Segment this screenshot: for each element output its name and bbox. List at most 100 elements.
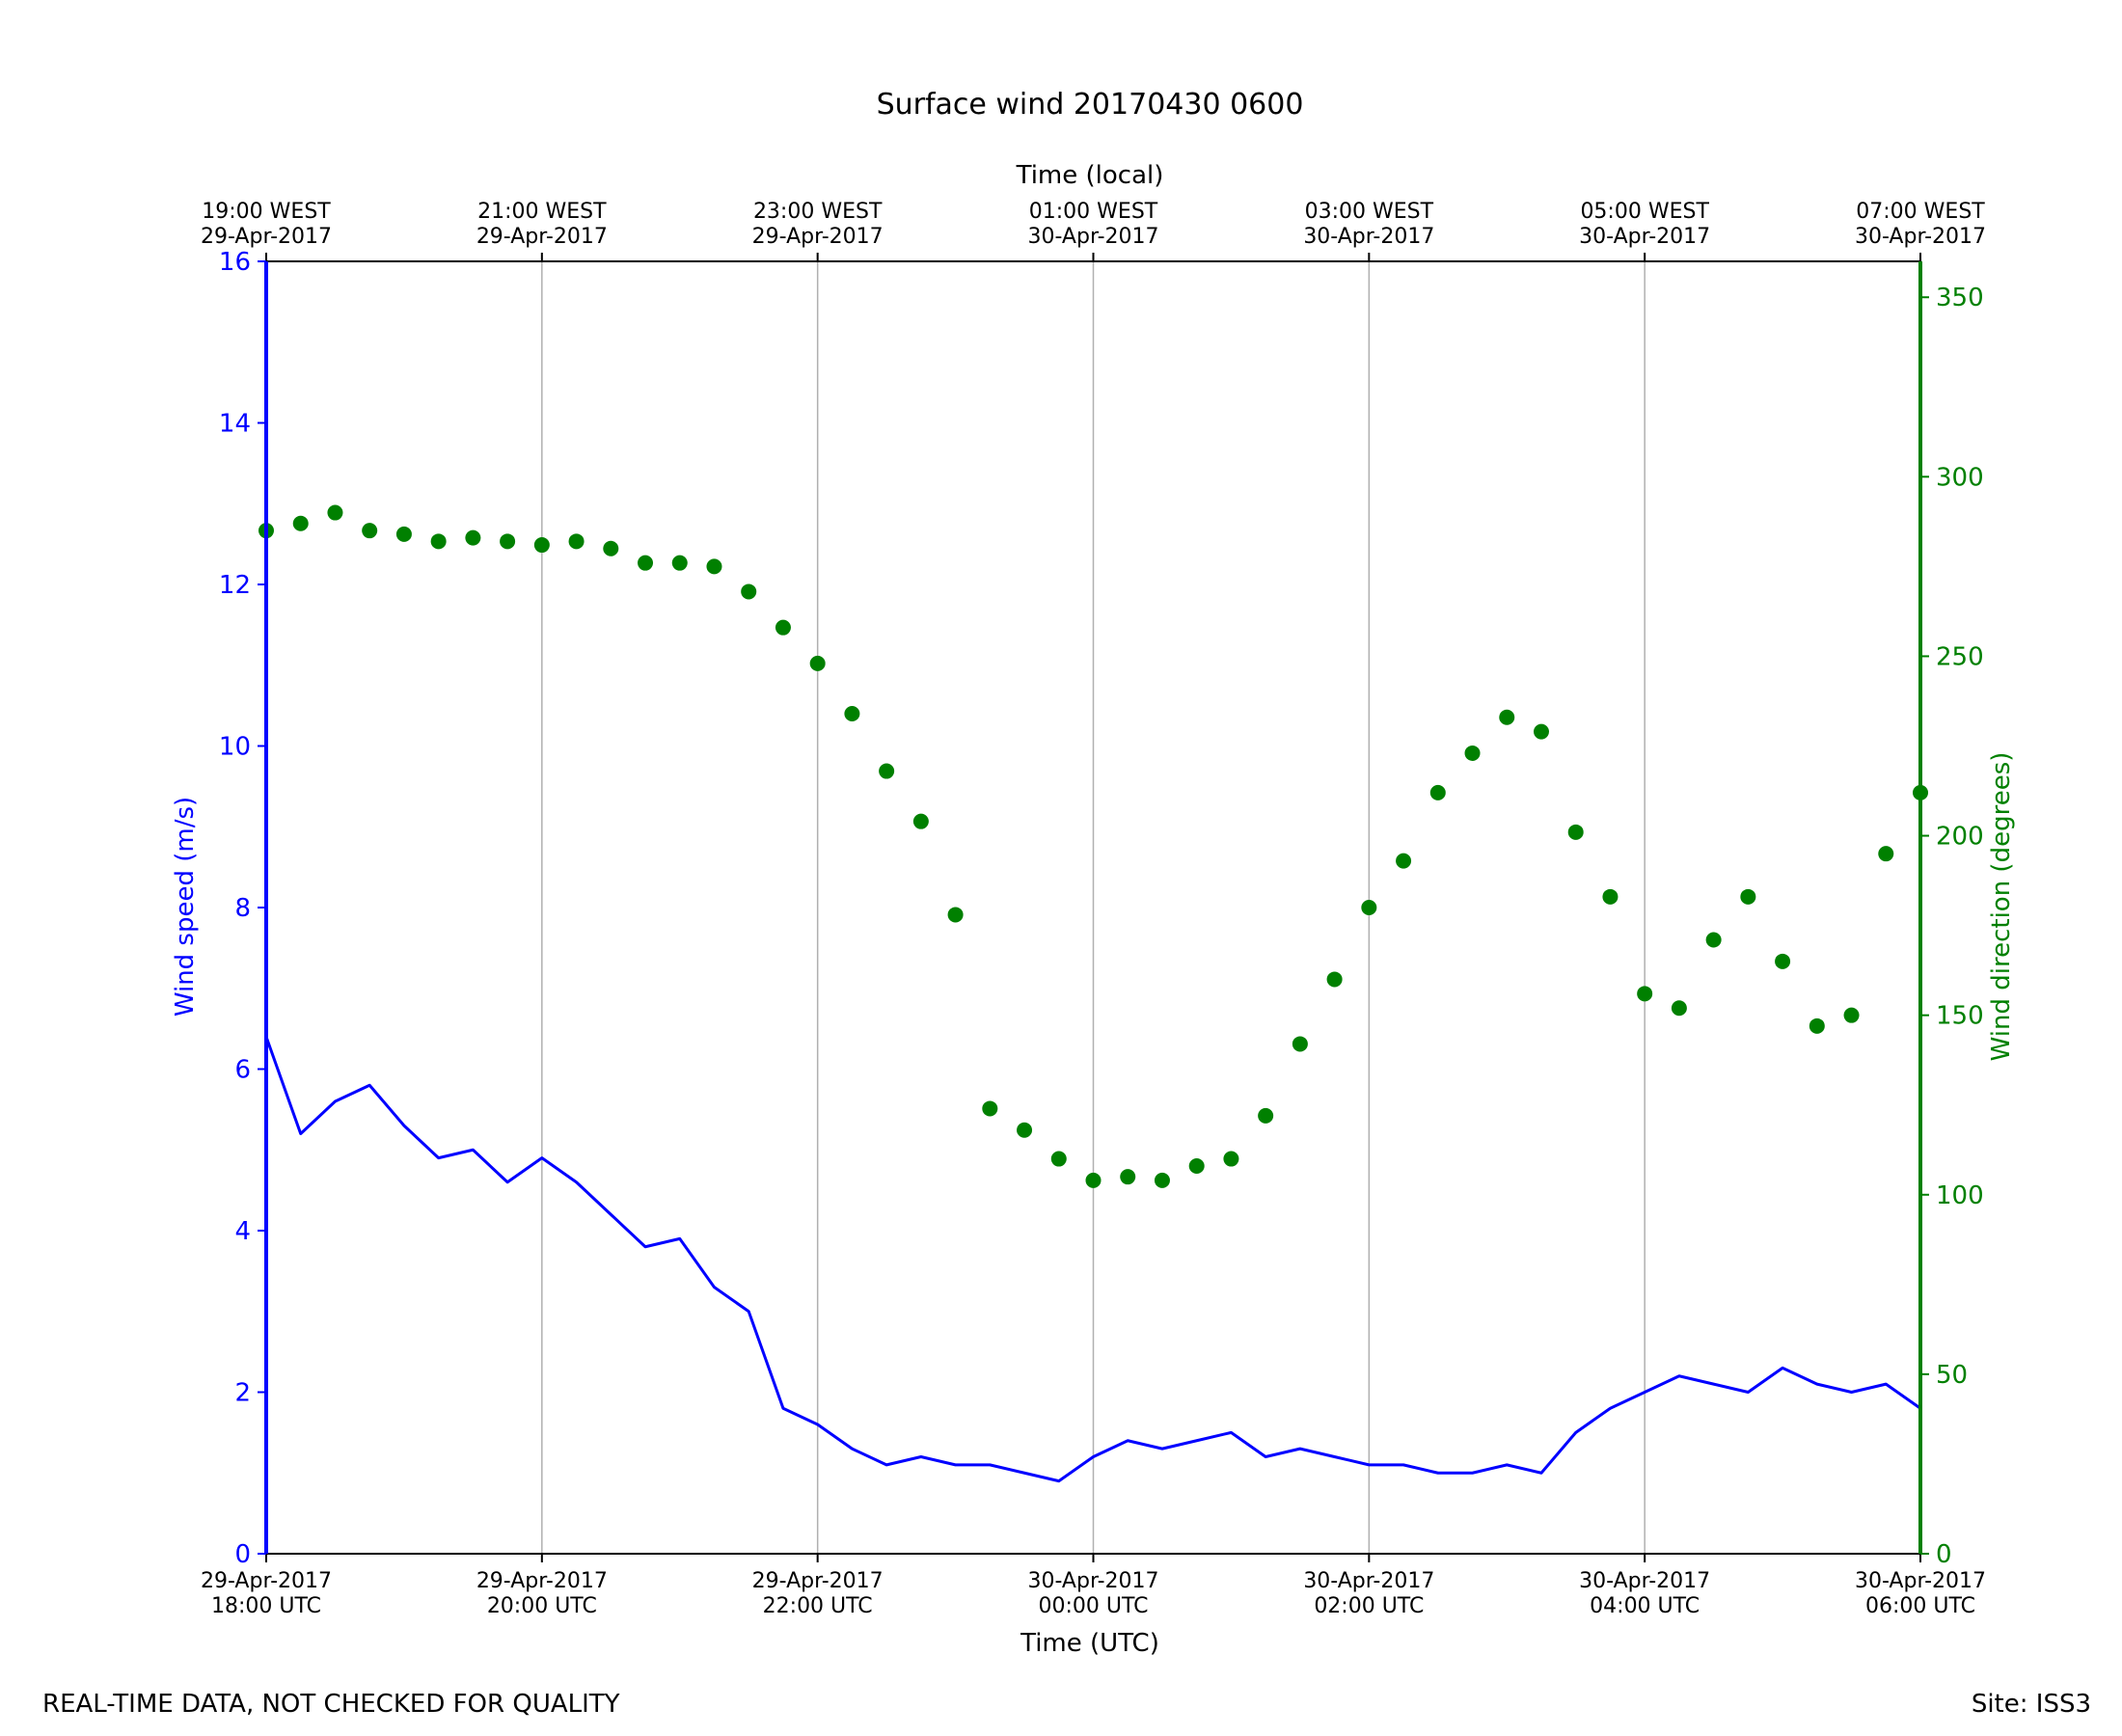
top-tick-date-label: 30-Apr-2017 [1855, 225, 1986, 249]
wind-direction-point [395, 526, 412, 542]
top-tick-time-label: 05:00 WEST [1580, 200, 1709, 224]
top-tick-date-label: 30-Apr-2017 [1027, 225, 1158, 249]
wind-direction-point [1188, 1158, 1205, 1174]
wind-direction-point [1326, 971, 1343, 988]
wind-direction-point [638, 555, 654, 571]
wind-direction-point [1464, 745, 1481, 761]
wind-direction-point [1154, 1172, 1170, 1188]
right-tick-label: 50 [1936, 1361, 1968, 1390]
bottom-tick-time-label: 20:00 UTC [487, 1594, 597, 1618]
bottom-tick-time-label: 02:00 UTC [1314, 1594, 1424, 1618]
top-axis-label: Time (local) [1016, 161, 1164, 190]
wind-direction-point [603, 540, 619, 556]
wind-direction-point [1567, 824, 1584, 840]
wind-direction-point [1602, 888, 1619, 905]
left-tick-label: 4 [234, 1217, 251, 1246]
bottom-tick-time-label: 18:00 UTC [211, 1594, 321, 1618]
right-tick-label: 0 [1936, 1540, 1952, 1569]
wind-direction-point [1533, 723, 1549, 740]
right-tick-label: 100 [1936, 1181, 1984, 1210]
wind-direction-point [1258, 1107, 1274, 1124]
wind-direction-point [879, 763, 895, 779]
top-tick-time-label: 03:00 WEST [1305, 200, 1434, 224]
bottom-tick-date-label: 29-Apr-2017 [476, 1569, 608, 1593]
right-tick-label: 150 [1936, 1002, 1984, 1031]
wind-direction-point [568, 533, 585, 550]
chart-title: Surface wind 20170430 0600 [877, 88, 1304, 122]
wind-direction-point [430, 533, 447, 550]
wind-direction-point [809, 655, 826, 671]
wind-direction-point [1017, 1122, 1033, 1138]
wind-direction-point [327, 504, 343, 521]
wind-direction-point [1085, 1172, 1102, 1188]
wind-direction-point [1120, 1169, 1136, 1185]
wind-direction-point [1050, 1151, 1067, 1167]
wind-direction-point [1809, 1017, 1825, 1034]
bottom-tick-date-label: 30-Apr-2017 [1579, 1569, 1710, 1593]
left-tick-label: 14 [219, 410, 251, 439]
wind-direction-point [1843, 1007, 1860, 1023]
wind-direction-point [533, 537, 550, 554]
wind-direction-point [1429, 784, 1446, 800]
wind-direction-point [982, 1100, 998, 1117]
left-tick-label: 16 [219, 248, 251, 277]
wind-direction-point [362, 523, 378, 539]
wind-direction-point [1292, 1036, 1308, 1052]
wind-direction-point [706, 558, 722, 575]
top-tick-date-label: 29-Apr-2017 [752, 225, 884, 249]
left-tick-label: 10 [219, 733, 251, 762]
series-layer [258, 504, 1928, 1483]
wind-direction-point [1637, 986, 1653, 1002]
wind-direction-point [844, 706, 860, 721]
wind-direction-point [1671, 1000, 1687, 1017]
left-tick-label: 8 [234, 894, 251, 923]
left-tick-label: 0 [234, 1540, 251, 1569]
wind-direction-point [292, 515, 309, 531]
right-tick-label: 250 [1936, 642, 1984, 671]
right-tick-label: 300 [1936, 463, 1984, 492]
bottom-tick-date-label: 29-Apr-2017 [201, 1569, 332, 1593]
top-tick-date-label: 30-Apr-2017 [1579, 225, 1710, 249]
bottom-tick-time-label: 00:00 UTC [1038, 1594, 1148, 1618]
bottom-tick-time-label: 04:00 UTC [1590, 1594, 1700, 1618]
bottom-tick-date-label: 29-Apr-2017 [752, 1569, 884, 1593]
top-tick-date-label: 30-Apr-2017 [1303, 225, 1434, 249]
wind-direction-point [1740, 888, 1756, 905]
top-tick-time-label: 07:00 WEST [1856, 200, 1985, 224]
footer-disclaimer: REAL-TIME DATA, NOT CHECKED FOR QUALITY [42, 1690, 620, 1719]
wind-direction-point [1878, 846, 1894, 862]
left-tick-label: 12 [219, 571, 251, 600]
wind-direction-point [1223, 1151, 1239, 1167]
bottom-tick-time-label: 22:00 UTC [763, 1594, 873, 1618]
right-tick-label: 350 [1936, 284, 1984, 312]
top-tick-date-label: 29-Apr-2017 [201, 225, 332, 249]
top-tick-time-label: 23:00 WEST [753, 200, 883, 224]
right-tick-label: 200 [1936, 823, 1984, 852]
wind-direction-point [741, 583, 757, 600]
wind-direction-point [465, 529, 481, 546]
right-axis-label: Wind direction (degrees) [1987, 752, 2016, 1062]
wind-direction-point [775, 619, 791, 636]
bottom-tick-date-label: 30-Apr-2017 [1855, 1569, 1986, 1593]
bottom-tick-time-label: 06:00 UTC [1865, 1594, 1975, 1618]
bottom-tick-date-label: 30-Apr-2017 [1027, 1569, 1158, 1593]
left-tick-label: 6 [234, 1056, 251, 1085]
bottom-tick-date-label: 30-Apr-2017 [1303, 1569, 1434, 1593]
wind-direction-point [1705, 932, 1722, 948]
wind-direction-point [947, 907, 964, 923]
top-tick-time-label: 19:00 WEST [202, 200, 331, 224]
wind-direction-point [1499, 709, 1515, 725]
wind-direction-point [671, 555, 688, 571]
wind-direction-point [500, 533, 516, 550]
wind-direction-point [1396, 853, 1412, 869]
top-tick-date-label: 29-Apr-2017 [476, 225, 608, 249]
footer-site: Site: ISS3 [1972, 1690, 2091, 1719]
top-tick-time-label: 21:00 WEST [477, 200, 607, 224]
wind-direction-point [1361, 900, 1377, 915]
left-axis-label: Wind speed (m/s) [171, 797, 200, 1017]
wind-direction-point [912, 813, 929, 829]
wind-speed-line [264, 1036, 1921, 1483]
